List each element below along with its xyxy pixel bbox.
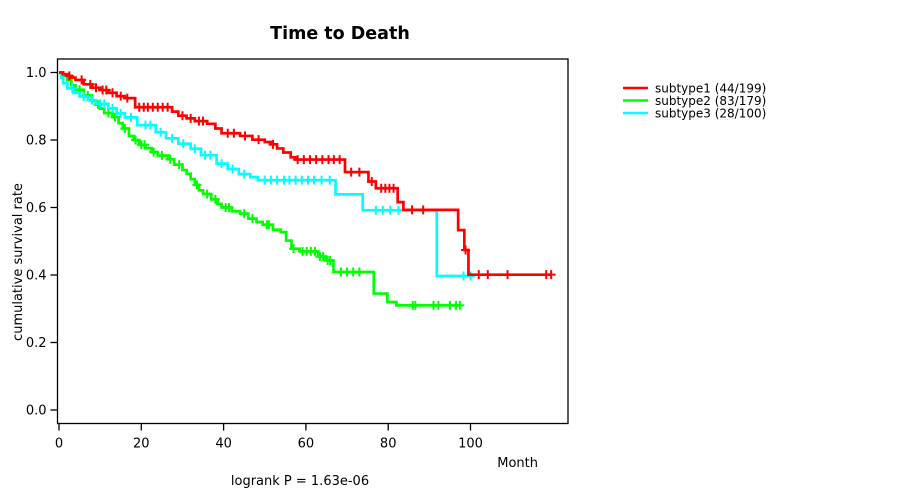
- chart-title: Time to Death: [270, 24, 410, 44]
- logrank-pvalue: logrank P = 1.63e-06: [231, 474, 369, 489]
- censor-marks-3: [67, 83, 475, 281]
- y-tick-label: 0.0: [26, 404, 47, 419]
- x-tick-label: 20: [133, 437, 150, 452]
- legend-label-3: subtype3 (28/100): [655, 107, 766, 121]
- legend-label-1: subtype1 (44/199): [655, 82, 766, 96]
- censor-marks-2: [75, 85, 465, 310]
- legend-label-2: subtype2 (83/179): [655, 94, 766, 108]
- legend-item-2: subtype2 (83/179): [623, 94, 766, 108]
- survival-curve-3: [59, 71, 473, 278]
- y-axis-label: cumulative survival rate: [11, 183, 26, 341]
- x-axis-label: Month: [497, 456, 538, 471]
- x-tick-label: 100: [458, 437, 483, 452]
- legend-item-3: subtype3 (28/100): [623, 107, 766, 121]
- legend-item-1: subtype1 (44/199): [623, 82, 766, 96]
- y-tick-label: 1.0: [26, 66, 47, 81]
- y-tick-label: 0.8: [26, 134, 47, 149]
- y-tick-label: 0.2: [26, 336, 47, 351]
- survival-curve-2: [59, 71, 461, 307]
- x-tick-label: 0: [55, 437, 63, 452]
- legend: subtype1 (44/199)subtype2 (83/179)subtyp…: [623, 82, 766, 121]
- plot-area: 0 20 40 60 80 100 0.0 0.2 0.4 0.6 0.8 1.0: [26, 58, 569, 452]
- censor-marks-1: [64, 71, 556, 280]
- x-tick-label: 60: [298, 437, 315, 452]
- x-tick-label: 40: [215, 437, 232, 452]
- x-tick-label: 80: [380, 437, 397, 452]
- y-tick-label: 0.6: [26, 201, 47, 216]
- survival-curve-1: [59, 71, 552, 277]
- y-tick-label: 0.4: [26, 269, 47, 284]
- plot-box: [56, 58, 569, 425]
